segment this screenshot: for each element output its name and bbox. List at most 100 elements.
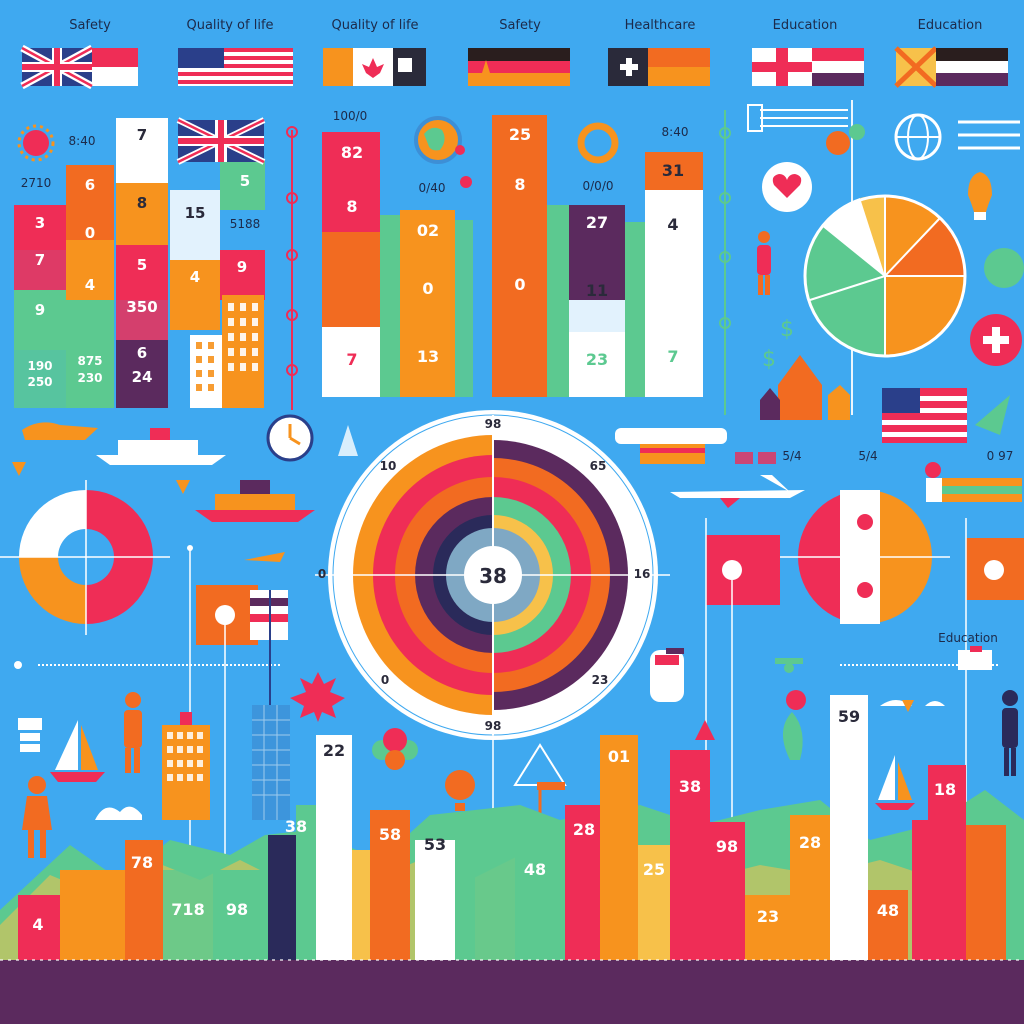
bar-label: 7 xyxy=(35,251,45,269)
ship-icon xyxy=(96,428,226,465)
top-middle-panel xyxy=(322,115,703,397)
donut-chart-left xyxy=(0,480,170,635)
bar-label: 25 xyxy=(509,125,531,144)
tick-label: 8:40 xyxy=(69,134,96,148)
ring-icon xyxy=(577,122,619,164)
tent-triangle-icon xyxy=(513,743,567,815)
flag-mixed-icon xyxy=(894,46,1008,88)
bar-label: 5 xyxy=(137,256,147,274)
radial-tick-label: 0 xyxy=(318,567,326,581)
radial-tick-label: 23 xyxy=(592,673,609,687)
sailboat-icon xyxy=(50,720,105,782)
flower-icon xyxy=(372,728,418,770)
tick-label: 5188 xyxy=(230,217,261,231)
timeline-markers xyxy=(286,126,298,376)
bar-label: 38 xyxy=(679,777,701,796)
lower-left-decor xyxy=(18,590,806,858)
radial-tick-label: 98 xyxy=(485,719,502,733)
flag-swiss-icon xyxy=(608,48,710,86)
middle-right-panel xyxy=(14,428,1024,980)
chart-labels: 379190250640875230785350624515498:402710… xyxy=(21,109,1014,934)
flag-usa-icon xyxy=(178,48,293,86)
balloon-icon xyxy=(826,131,850,155)
bar-label: 22 xyxy=(323,741,345,760)
tick-label: 0/40 xyxy=(419,181,446,195)
bar-label: 13 xyxy=(417,347,439,366)
bar-label: 8 xyxy=(137,194,147,212)
bar-label: 18 xyxy=(934,780,956,799)
radial-tick-label: 65 xyxy=(590,459,607,473)
tick-label: 2710 xyxy=(21,176,52,190)
bar-label: 01 xyxy=(608,747,630,766)
radial-tick-label: 98 xyxy=(485,417,502,431)
top-right-panel: $ $ xyxy=(719,100,1024,443)
bar-label: 7 xyxy=(667,347,678,366)
plant-icon xyxy=(782,690,806,760)
flag-germany-icon xyxy=(468,48,570,86)
drone-icon xyxy=(775,658,803,673)
hot-air-balloon-icon xyxy=(445,770,475,811)
category-label-7: Education xyxy=(917,18,983,33)
person-left-icon xyxy=(124,692,142,773)
bar-label: 9 xyxy=(35,301,45,319)
bar-label: 6 xyxy=(137,344,147,362)
woman-icon xyxy=(22,776,52,858)
bar-label: 350 xyxy=(126,298,157,316)
category-label-6: Education xyxy=(772,18,838,33)
tick-label: 100/0 xyxy=(333,109,368,123)
bar-label: 7 xyxy=(137,126,147,144)
bar-label: 4 xyxy=(85,276,95,294)
map-pin-icon xyxy=(460,176,472,188)
bar-label: 4 xyxy=(190,268,200,286)
train-icon xyxy=(615,428,727,464)
radial-tick-label: 0 xyxy=(381,673,389,687)
houses-icon xyxy=(760,355,850,420)
flag-uk-icon xyxy=(20,44,138,90)
leaf-icon xyxy=(975,395,1010,435)
pie-chart-middle-right xyxy=(780,490,950,624)
person-icon xyxy=(757,231,771,295)
airplane-icon xyxy=(670,475,805,508)
tick-label: 8:40 xyxy=(662,125,689,139)
bar-label: 28 xyxy=(573,820,595,839)
bar-label: 25 xyxy=(643,860,665,879)
bar-label: 0 xyxy=(85,224,95,242)
bar-label: 0 xyxy=(514,275,525,294)
bar-label: 718 xyxy=(171,900,204,919)
bar-label: 8 xyxy=(514,175,525,194)
category-label-4: Safety xyxy=(499,18,541,33)
footer-band xyxy=(0,960,1024,1024)
sailboat-right-icon xyxy=(875,755,915,810)
radial-tick-label: 10 xyxy=(380,459,397,473)
bar-label: 190 xyxy=(27,359,52,373)
globe-outline-icon xyxy=(894,113,942,161)
category-label-5: Healthcare xyxy=(624,18,696,33)
bar-label: 5 xyxy=(240,172,250,190)
tick-label: 5/4 xyxy=(782,449,801,463)
bar-label: 38 xyxy=(285,817,307,836)
category-label-2: Quality of life xyxy=(186,18,274,33)
arrow-icon xyxy=(244,552,285,562)
fish-icon xyxy=(22,422,98,440)
cruise-ship-icon xyxy=(195,480,315,522)
bar-label: 11 xyxy=(586,281,608,300)
drop-icon xyxy=(695,720,715,740)
bar-label: 59 xyxy=(838,707,860,726)
bar-label: 250 xyxy=(27,375,52,389)
bottom-bars xyxy=(18,695,1024,960)
earth-icon xyxy=(984,248,1024,288)
category-label-1: Safety xyxy=(69,18,111,33)
bar-label: 230 xyxy=(77,371,102,385)
clock-icon xyxy=(266,414,314,462)
tick-label: 5/4 xyxy=(858,449,877,463)
sun-icon xyxy=(17,124,55,162)
heart-icon xyxy=(762,162,812,212)
tick-label: 0/0/0 xyxy=(583,179,614,193)
pie-chart-right xyxy=(803,194,967,358)
bar-label: 78 xyxy=(417,865,439,884)
lamp-icon xyxy=(18,718,42,752)
center-value: 38 xyxy=(479,564,507,588)
bar-label: 27 xyxy=(586,213,608,232)
